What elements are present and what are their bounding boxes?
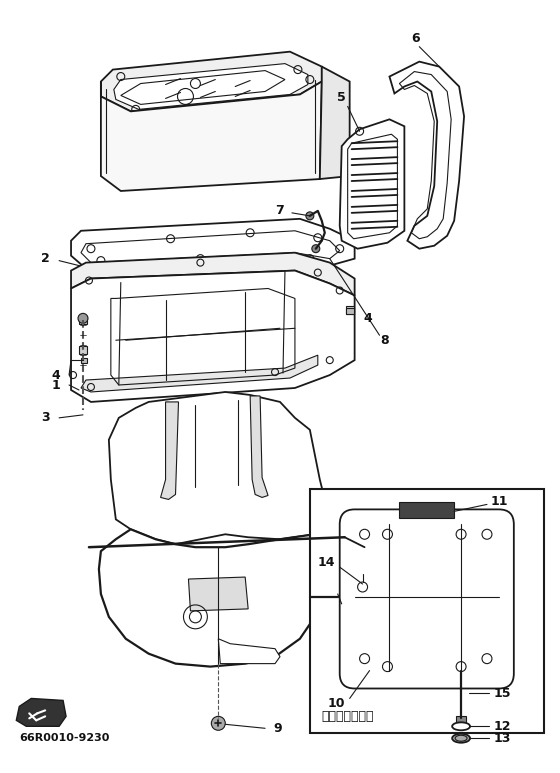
Text: 3: 3 <box>41 411 49 424</box>
Polygon shape <box>320 66 349 179</box>
Polygon shape <box>71 219 354 268</box>
Polygon shape <box>161 402 179 499</box>
Polygon shape <box>389 62 464 249</box>
Text: 9: 9 <box>274 722 282 735</box>
Polygon shape <box>101 52 322 111</box>
Polygon shape <box>114 63 308 110</box>
Text: 10: 10 <box>328 697 346 710</box>
Text: 13: 13 <box>493 732 511 744</box>
Text: 2: 2 <box>41 252 49 265</box>
Bar <box>79 346 87 354</box>
Circle shape <box>306 212 314 220</box>
Text: 4: 4 <box>363 312 372 325</box>
Polygon shape <box>16 699 66 727</box>
Polygon shape <box>109 392 330 544</box>
Text: 6: 6 <box>411 32 419 46</box>
Ellipse shape <box>452 734 470 743</box>
Circle shape <box>211 717 225 730</box>
Text: ウルトラロング: ウルトラロング <box>322 710 374 723</box>
Polygon shape <box>250 396 268 498</box>
Circle shape <box>78 313 88 323</box>
Polygon shape <box>101 81 322 191</box>
Polygon shape <box>218 638 280 663</box>
Text: 15: 15 <box>493 687 511 700</box>
Text: 8: 8 <box>380 334 389 347</box>
Text: 1: 1 <box>52 379 60 391</box>
FancyBboxPatch shape <box>340 509 514 689</box>
Polygon shape <box>340 119 404 249</box>
Polygon shape <box>189 577 248 611</box>
Bar <box>346 306 353 315</box>
Text: 12: 12 <box>493 720 511 733</box>
Text: 66R0010-9230: 66R0010-9230 <box>19 734 110 744</box>
Text: 4: 4 <box>52 369 60 382</box>
Bar <box>81 358 87 363</box>
Text: 14: 14 <box>318 556 335 569</box>
Text: 11: 11 <box>490 495 508 508</box>
Text: 7: 7 <box>276 204 284 217</box>
Bar <box>399 502 454 519</box>
Bar <box>346 308 353 315</box>
Polygon shape <box>81 355 318 392</box>
Bar <box>79 316 87 325</box>
Polygon shape <box>71 271 354 402</box>
Circle shape <box>312 245 320 253</box>
Polygon shape <box>99 530 328 666</box>
Bar <box>310 489 544 734</box>
Bar <box>456 717 466 722</box>
Text: 5: 5 <box>337 91 346 104</box>
Polygon shape <box>71 253 354 295</box>
